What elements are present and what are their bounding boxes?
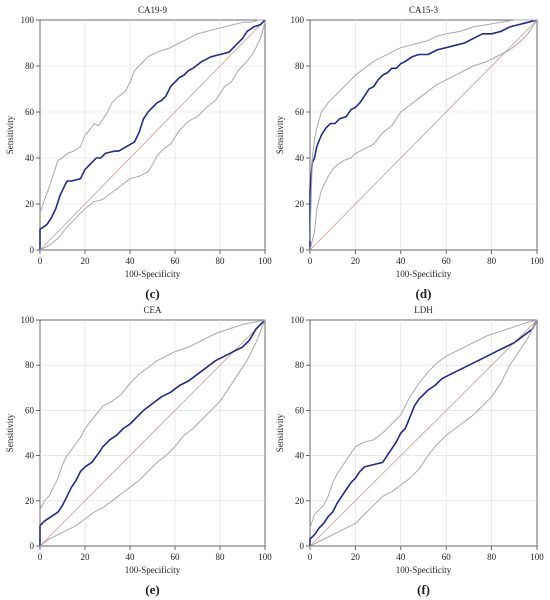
x-tick-label: 20 — [351, 552, 361, 562]
y-axis-label: Sensitivity — [5, 413, 15, 452]
x-tick-label: 40 — [396, 256, 406, 266]
confidence-band-upper — [309, 319, 538, 529]
panel-ca15-3: 0 20 40 60 80 100 0 20 40 60 80 100 CA15-3 100-Specif… — [275, 5, 544, 301]
y-tick-label: 100 — [291, 15, 305, 25]
y-tick-label: 40 — [295, 451, 305, 461]
x-tick-label: 20 — [81, 552, 91, 562]
y-tick-label: 20 — [25, 496, 35, 506]
y-tick-label: 40 — [295, 153, 305, 163]
y-tick-label: 60 — [25, 107, 35, 117]
x-tick-label: 0 — [38, 552, 43, 562]
y-tick-label: 80 — [25, 61, 35, 71]
x-tick-label: 60 — [442, 256, 452, 266]
roc-curve — [39, 19, 266, 250]
panel-ldh: 0 20 40 60 80 100 0 20 40 60 80 100 LDH 100-Specifici… — [275, 305, 544, 597]
x-tick-label: 60 — [171, 256, 181, 266]
x-axis-label: 100-Specificity — [125, 269, 181, 279]
chart-title: LDH — [414, 305, 433, 315]
confidence-band-upper — [309, 19, 537, 241]
y-tick-label: 80 — [295, 360, 305, 370]
roc-curve — [39, 319, 266, 546]
y-tick-label: 20 — [25, 199, 35, 209]
x-tick-label: 0 — [308, 552, 313, 562]
roc-curve — [309, 319, 538, 546]
x-axis-label: 100-Specificity — [125, 565, 181, 575]
x-tick-label: 80 — [487, 552, 497, 562]
confidence-band-upper — [39, 19, 265, 214]
panel-label: (d) — [416, 286, 432, 301]
panel-label: (c) — [145, 286, 159, 301]
y-tick-label: 60 — [295, 405, 305, 415]
x-tick-label: 100 — [530, 552, 544, 562]
panel-label: (e) — [145, 582, 159, 597]
y-tick-label: 0 — [300, 541, 305, 551]
x-tick-label: 100 — [258, 256, 272, 266]
x-tick-label: 40 — [126, 552, 136, 562]
x-axis-label: 100-Specificity — [396, 269, 452, 279]
confidence-band-lower — [39, 22, 266, 251]
reference-diagonal — [309, 19, 538, 251]
roc-curve — [309, 19, 538, 250]
y-axis-label: Sensitivity — [275, 115, 285, 154]
y-tick-label: 20 — [295, 199, 305, 209]
x-tick-label: 80 — [216, 552, 226, 562]
confidence-band-lower — [39, 319, 266, 547]
panel-cea: 0 20 40 60 80 100 0 20 40 60 80 100 CEA 100-Specifici… — [5, 305, 272, 597]
y-tick-label: 100 — [21, 15, 35, 25]
x-tick-label: 80 — [487, 256, 497, 266]
reference-diagonal — [39, 319, 266, 547]
panel-ca19-9: 0 20 40 60 80 100 0 20 40 60 80 100 CA19-9 100-Specif… — [5, 5, 272, 301]
y-tick-label: 0 — [300, 245, 305, 255]
x-tick-label: 40 — [396, 552, 406, 562]
y-tick-label: 20 — [295, 496, 305, 506]
y-tick-label: 80 — [295, 61, 305, 71]
reference-diagonal — [39, 19, 266, 251]
y-tick-label: 100 — [291, 315, 305, 325]
y-tick-label: 0 — [30, 541, 35, 551]
x-tick-label: 0 — [308, 256, 313, 266]
panel-label: (f) — [417, 582, 430, 597]
x-tick-label: 0 — [38, 256, 43, 266]
x-tick-label: 60 — [442, 552, 452, 562]
chart-title: CA19-9 — [138, 5, 167, 15]
y-tick-label: 60 — [295, 107, 305, 117]
reference-diagonal — [309, 319, 538, 547]
y-tick-label: 80 — [25, 360, 35, 370]
y-axis-label: Sensitivity — [275, 413, 285, 452]
y-tick-label: 100 — [21, 315, 35, 325]
y-tick-label: 0 — [30, 245, 35, 255]
x-tick-label: 100 — [530, 256, 544, 266]
x-tick-label: 80 — [216, 256, 226, 266]
x-tick-label: 60 — [171, 552, 181, 562]
y-tick-label: 40 — [25, 153, 35, 163]
x-axis-label: 100-Specificity — [396, 565, 452, 575]
x-tick-label: 100 — [258, 552, 272, 562]
x-tick-label: 20 — [81, 256, 91, 266]
chart-title: CEA — [144, 305, 163, 315]
y-axis-label: Sensitivity — [5, 115, 15, 154]
confidence-band-lower — [309, 19, 538, 251]
y-tick-label: 60 — [25, 405, 35, 415]
y-tick-label: 40 — [25, 451, 35, 461]
chart-title: CA15-3 — [409, 5, 438, 15]
confidence-band-lower — [309, 319, 538, 547]
x-tick-label: 40 — [126, 256, 136, 266]
x-tick-label: 20 — [351, 256, 361, 266]
confidence-band-upper — [39, 319, 266, 511]
